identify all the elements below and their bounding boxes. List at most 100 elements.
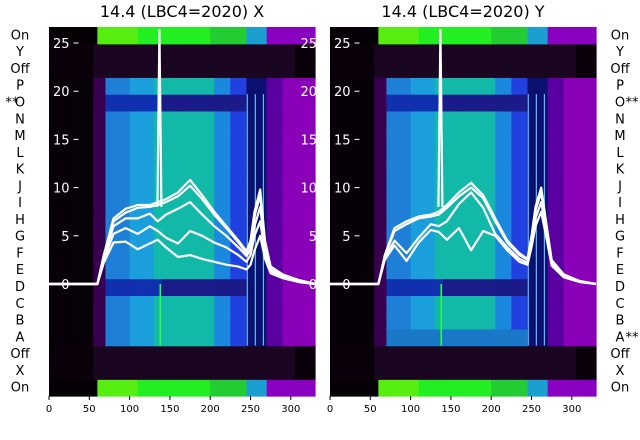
heatmap-cell — [567, 161, 573, 179]
heatmap-cell — [563, 161, 569, 179]
heatmap-cell — [483, 345, 488, 364]
heatmap-cell — [567, 177, 573, 196]
heatmap-cell — [579, 295, 585, 313]
heatmap-cell — [113, 127, 119, 146]
heatmap-cell — [206, 261, 211, 280]
heatmap-cell — [230, 194, 235, 213]
heatmap-cell — [390, 144, 396, 162]
heatmap-row — [330, 77, 597, 95]
heatmap-cell — [454, 312, 460, 330]
heatmap-cell — [262, 27, 268, 45]
heatmap-cell — [507, 177, 512, 196]
heatmap-cell — [479, 211, 484, 229]
heatmap-cell — [575, 27, 581, 45]
heatmap-cell — [583, 194, 589, 213]
heatmap-cell — [173, 43, 179, 62]
row-label: P — [616, 79, 624, 94]
heatmap-cell — [503, 362, 508, 380]
heatmap-cell — [125, 312, 131, 330]
heatmap-cell — [366, 127, 371, 146]
heatmap-cell — [274, 194, 280, 213]
heatmap-cell — [282, 177, 288, 196]
heatmap-cell — [370, 161, 375, 179]
heatmap-cell — [454, 379, 460, 397]
heatmap-cell — [206, 295, 211, 313]
heatmap-cell — [511, 345, 516, 364]
heatmap-cell — [458, 27, 464, 45]
heatmap-cell — [294, 362, 300, 380]
heatmap-cell — [226, 43, 231, 62]
heatmap-cell — [539, 295, 545, 313]
heatmap-cell — [238, 110, 244, 129]
heatmap-cell — [53, 194, 58, 213]
heatmap-cell — [458, 194, 464, 213]
heatmap-cell — [69, 194, 74, 213]
heatmap-cell — [89, 345, 94, 364]
heatmap-cell — [141, 161, 147, 179]
heatmap-cell — [77, 312, 82, 330]
heatmap-cell — [121, 43, 127, 62]
heatmap-cell — [254, 312, 260, 330]
heatmap-cell — [398, 261, 404, 280]
heatmap-cell — [266, 328, 272, 347]
heatmap-cell — [290, 245, 296, 263]
heatmap-cell — [422, 60, 428, 78]
heatmap-cell — [398, 144, 404, 162]
heatmap-cell — [527, 295, 533, 313]
heatmap-cell — [125, 43, 131, 62]
row-label: I — [618, 196, 622, 211]
heatmap-cell — [214, 27, 219, 45]
heatmap-cell — [214, 328, 219, 347]
heatmap-cell — [169, 211, 175, 229]
heatmap-cell — [177, 345, 183, 364]
heatmap-cell — [194, 94, 199, 112]
heatmap-cell — [105, 328, 111, 347]
heatmap-cell — [555, 43, 561, 62]
heatmap-cell — [133, 177, 139, 196]
heatmap-cell — [579, 379, 585, 397]
heatmap-cell — [535, 94, 541, 112]
heatmap-cell — [97, 328, 102, 347]
heatmap-cell — [426, 278, 432, 296]
heatmap-cell — [527, 94, 533, 112]
heatmap-cell — [406, 144, 412, 162]
heatmap-cell — [177, 43, 183, 62]
heatmap-cell — [471, 194, 476, 213]
heatmap-cell — [495, 161, 500, 179]
heatmap-cell — [495, 60, 500, 78]
heatmap-cell — [298, 43, 304, 62]
heatmap-cell — [177, 278, 183, 296]
heatmap-cell — [298, 278, 304, 296]
heatmap-cell — [97, 211, 102, 229]
heatmap-cell — [234, 161, 240, 179]
heatmap-cell — [81, 127, 86, 146]
row-label: Off — [10, 347, 30, 362]
x-tick-label: 150 — [160, 404, 179, 415]
heatmap-cell — [129, 27, 135, 45]
heatmap-cell — [362, 278, 367, 296]
heatmap-cell — [374, 144, 379, 162]
heatmap-cell — [358, 27, 363, 45]
heatmap-cell — [579, 278, 585, 296]
heatmap-cell — [242, 77, 248, 95]
heatmap-cell — [402, 161, 408, 179]
heatmap-cell — [491, 177, 496, 196]
heatmap-cell — [458, 228, 464, 246]
heatmap-cell — [306, 194, 312, 213]
heatmap-cell — [579, 328, 585, 347]
heatmap-cell — [458, 295, 464, 313]
heatmap-cell — [121, 27, 127, 45]
heatmap-row — [330, 127, 597, 146]
heatmap-cell — [254, 228, 260, 246]
heatmap-cell — [218, 43, 223, 62]
heatmap-cell — [278, 77, 284, 95]
heatmap-cell — [222, 345, 227, 364]
heatmap-cell — [173, 245, 179, 263]
heatmap-cell — [230, 110, 235, 129]
heatmap-cell — [422, 194, 428, 213]
heatmap-cell — [270, 295, 276, 313]
heatmap-cell — [422, 362, 428, 380]
heatmap-cell — [105, 345, 111, 364]
heatmap-cell — [398, 194, 404, 213]
heatmap-cell — [579, 94, 585, 112]
